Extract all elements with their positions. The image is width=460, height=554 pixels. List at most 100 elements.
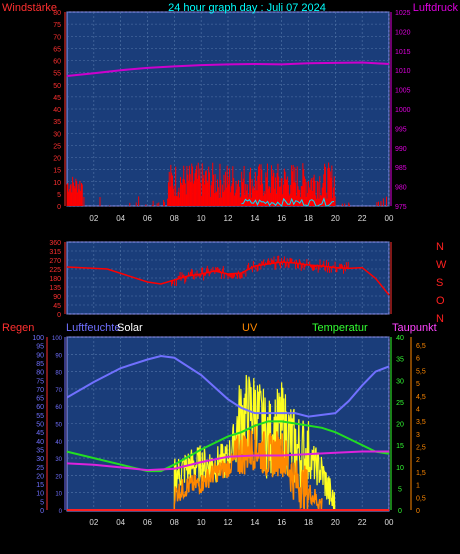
pressure-axis-ticks: 975 980 985 990 995 1000 1005 1010 1015 1020 1025 bbox=[395, 10, 411, 211]
pressure-series-line bbox=[66, 61, 390, 78]
compass-label: N bbox=[436, 241, 444, 253]
wind-tick-label: 70 bbox=[53, 34, 61, 41]
rain-tick-label: 5 bbox=[40, 499, 44, 506]
wind-tick-label: 0 bbox=[57, 204, 61, 211]
rain-tick-label: 55 bbox=[36, 413, 44, 420]
dewpoint-tick-label: 6 bbox=[416, 356, 420, 363]
wind-tick-label: 80 bbox=[53, 10, 61, 17]
dewpoint-tick-label: 1,5 bbox=[416, 470, 426, 477]
x-tick-label: 22 bbox=[358, 214, 367, 223]
rain-tick-label: 65 bbox=[36, 396, 44, 403]
dewpoint-tick-label: 2,5 bbox=[416, 445, 426, 452]
dewpoint-tick-label: 1 bbox=[416, 483, 420, 490]
compass-label: O bbox=[436, 295, 445, 307]
wind-panel-x-ticks: 02 04 06 08 10 12 14 16 18 20 22 00 bbox=[89, 214, 394, 223]
temperature-tick-label: 10 bbox=[396, 465, 404, 472]
direction-tick-label: 135 bbox=[49, 285, 61, 292]
rain-tick-label: 50 bbox=[36, 422, 44, 429]
x-tick-label: 04 bbox=[116, 518, 125, 527]
dewpoint-tick-label: 0 bbox=[416, 508, 420, 515]
humidity-tick-label: 0 bbox=[59, 509, 63, 515]
wind-tick-label: 5 bbox=[57, 192, 61, 199]
temperature-tick-label: 5 bbox=[398, 486, 402, 493]
x-tick-label: 06 bbox=[143, 518, 152, 527]
uv-axis-label: UV bbox=[242, 322, 258, 334]
wind-tick-label: 65 bbox=[53, 46, 61, 53]
wind-tick-label: 20 bbox=[53, 156, 61, 163]
dewpoint-tick-label: 2 bbox=[416, 457, 420, 464]
direction-tick-label: 270 bbox=[49, 258, 61, 265]
solar-axis-label: Solar bbox=[117, 322, 143, 334]
x-tick-label: 06 bbox=[143, 214, 152, 223]
direction-panel-grid bbox=[64, 241, 392, 315]
x-tick-label: 18 bbox=[304, 518, 313, 527]
direction-tick-label: 315 bbox=[49, 249, 61, 256]
rain-tick-label: 80 bbox=[36, 370, 44, 377]
wind-tick-label: 15 bbox=[53, 168, 61, 175]
wind-tick-label: 40 bbox=[53, 107, 61, 114]
pressure-tick-label: 1020 bbox=[395, 29, 411, 36]
rain-tick-label: 85 bbox=[36, 361, 44, 368]
humidity-tick-label: 100 bbox=[52, 336, 63, 342]
humidity-tick-label: 90 bbox=[55, 353, 62, 359]
compass-label: W bbox=[436, 259, 447, 271]
dewpoint-tick-label: 3,5 bbox=[416, 419, 426, 426]
humidity-tick-label: 80 bbox=[55, 371, 62, 377]
x-tick-label: 08 bbox=[170, 518, 179, 527]
dewpoint-tick-label: 4 bbox=[416, 406, 420, 413]
x-tick-label: 12 bbox=[224, 214, 233, 223]
rain-tick-label: 100 bbox=[32, 335, 44, 342]
direction-axis-ticks: 0 45 90 135 180 225 270 315 360 bbox=[49, 240, 61, 319]
pressure-tick-label: 1025 bbox=[395, 10, 411, 17]
wind-gust-series bbox=[241, 197, 335, 207]
humidity-axis-ticks: 0 10 20 30 40 50 60 70 80 90 100 bbox=[52, 336, 63, 515]
x-tick-label: 02 bbox=[89, 518, 98, 527]
rain-tick-label: 95 bbox=[36, 344, 44, 351]
rain-tick-label: 0 bbox=[40, 508, 44, 515]
climate-panel-x-ticks: 02 04 06 08 10 12 14 16 18 20 22 00 bbox=[89, 518, 394, 527]
direction-tick-label: 0 bbox=[57, 312, 61, 319]
temperature-tick-label: 20 bbox=[396, 422, 404, 429]
wind-tick-label: 45 bbox=[53, 95, 61, 102]
temperature-tick-label: 30 bbox=[396, 378, 404, 385]
temperature-tick-label: 15 bbox=[396, 443, 404, 450]
rain-tick-label: 35 bbox=[36, 447, 44, 454]
pressure-tick-label: 1015 bbox=[395, 49, 411, 56]
wind-tick-label: 50 bbox=[53, 83, 61, 90]
rain-axis-label: Regen bbox=[2, 322, 34, 334]
humidity-tick-label: 50 bbox=[55, 423, 62, 429]
x-tick-label: 02 bbox=[89, 214, 98, 223]
pressure-tick-label: 995 bbox=[395, 126, 407, 133]
pressure-tick-label: 1000 bbox=[395, 107, 411, 114]
pressure-tick-label: 980 bbox=[395, 185, 407, 192]
x-tick-label: 08 bbox=[170, 214, 179, 223]
pressure-axis-label: Luftdruck bbox=[413, 2, 459, 14]
x-tick-label: 04 bbox=[116, 214, 125, 223]
dewpoint-axis-label: Taupunkt bbox=[392, 322, 437, 334]
x-tick-label: 00 bbox=[385, 214, 394, 223]
rain-tick-label: 60 bbox=[36, 404, 44, 411]
rain-tick-label: 15 bbox=[36, 482, 44, 489]
pressure-tick-label: 1005 bbox=[395, 88, 411, 95]
temperature-axis-ticks: 0 5 10 15 20 25 30 35 40 bbox=[396, 335, 404, 515]
dewpoint-tick-label: 4,5 bbox=[416, 394, 426, 401]
rain-tick-label: 30 bbox=[36, 456, 44, 463]
humidity-axis-label: Luftfeuchte bbox=[66, 322, 120, 334]
x-tick-label: 22 bbox=[358, 518, 367, 527]
x-tick-label: 20 bbox=[331, 214, 340, 223]
gust-line bbox=[241, 197, 335, 207]
humidity-tick-label: 70 bbox=[55, 388, 62, 394]
rain-tick-label: 70 bbox=[36, 387, 44, 394]
x-tick-label: 20 bbox=[331, 518, 340, 527]
x-tick-label: 10 bbox=[197, 214, 206, 223]
compass-label: N bbox=[436, 313, 444, 325]
direction-tick-label: 225 bbox=[49, 267, 61, 274]
temperature-tick-label: 40 bbox=[396, 335, 404, 342]
wind-tick-label: 55 bbox=[53, 71, 61, 78]
direction-tick-label: 180 bbox=[49, 276, 61, 283]
humidity-tick-label: 30 bbox=[55, 457, 62, 463]
solar-series-line bbox=[173, 374, 336, 511]
direction-tick-label: 45 bbox=[53, 303, 61, 310]
